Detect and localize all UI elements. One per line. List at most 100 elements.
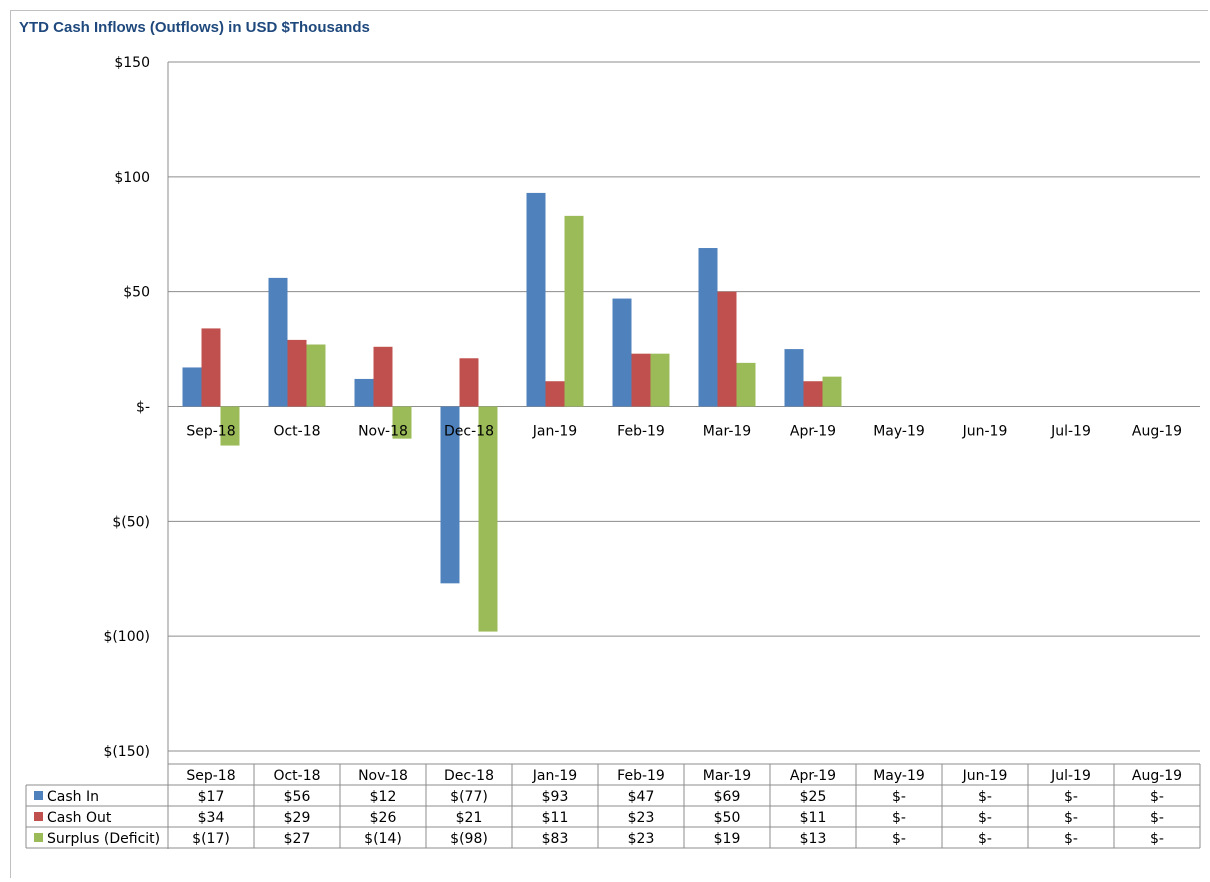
table-header-cell: May-19 [873,768,925,784]
table-value-cell: $- [978,810,992,826]
table-value-cell: $23 [628,831,655,847]
table-value-cell: $47 [628,789,655,805]
table-header-cell: Jan-19 [532,768,577,784]
table-value-cell: $21 [456,810,483,826]
table-value-cell: $- [1150,810,1164,826]
bar [459,358,479,407]
bar [822,376,842,407]
x-category-label: Nov-18 [358,424,408,440]
table-value-cell: $- [1064,831,1078,847]
table-value-cell: $56 [284,789,311,805]
bar [564,215,584,407]
table-value-cell: $- [892,789,906,805]
table-value-cell: $19 [714,831,741,847]
bar [698,248,718,407]
legend-key [34,791,43,800]
table-value-cell: $69 [714,789,741,805]
table-header-cell: Dec-18 [444,768,494,784]
x-category-label: Jan-19 [532,424,577,440]
table-value-cell: $50 [714,810,741,826]
table-value-cell: $25 [800,789,827,805]
bar [392,406,412,439]
bar [526,192,546,407]
table-header-cell: Jun-19 [962,768,1008,784]
bar [201,328,221,407]
table-value-cell: $(77) [450,789,488,805]
x-category-label: Oct-18 [273,424,320,440]
table-value-cell: $12 [370,789,397,805]
table-value-cell: $- [1150,789,1164,805]
x-category-label: Aug-19 [1132,424,1182,440]
y-tick-label: $(50) [112,514,150,530]
y-tick-label: $150 [114,55,150,71]
table-value-cell: $- [892,831,906,847]
bar [440,406,460,584]
bar [268,277,288,407]
x-category-label: May-19 [873,424,925,440]
x-category-label: Dec-18 [444,424,494,440]
bar [612,298,632,407]
bar [736,362,756,407]
legend-key [34,812,43,821]
legend-label: Cash In [47,789,99,805]
table-value-cell: $- [1064,789,1078,805]
x-category-label: Sep-18 [186,424,235,440]
bar [373,346,393,407]
bar [717,291,737,407]
table-value-cell: $23 [628,810,655,826]
table-value-cell: $- [1064,810,1078,826]
bar [306,344,326,407]
y-tick-label: $- [136,400,150,416]
table-value-cell: $- [978,789,992,805]
y-tick-label: $50 [123,285,150,301]
y-tick-label: $(150) [103,744,150,760]
table-header-cell: Sep-18 [186,768,235,784]
table-value-cell: $27 [284,831,311,847]
legend-key [34,833,43,842]
y-tick-label: $100 [114,170,150,186]
table-value-cell: $(17) [192,831,230,847]
bar [354,378,374,407]
legend-label: Cash Out [47,810,112,826]
table-header-cell: Mar-19 [703,768,751,784]
table-value-cell: $17 [198,789,225,805]
table-value-cell: $83 [542,831,569,847]
table-value-cell: $13 [800,831,827,847]
x-category-label: Jun-19 [962,424,1008,440]
bar [287,339,307,407]
bar [182,367,202,407]
bar [220,406,240,446]
bar [545,381,565,407]
table-value-cell: $- [892,810,906,826]
table-value-cell: $34 [198,810,225,826]
x-category-label: Mar-19 [703,424,751,440]
table-value-cell: $11 [542,810,569,826]
table-value-cell: $29 [284,810,311,826]
chart-title: YTD Cash Inflows (Outflows) in USD $Thou… [19,19,370,36]
bar [478,406,498,632]
table-value-cell: $- [1150,831,1164,847]
table-header-cell: Oct-18 [273,768,320,784]
table-header-cell: Nov-18 [358,768,408,784]
x-category-label: Jul-19 [1050,424,1091,440]
bar [631,353,651,407]
legend-label: Surplus (Deficit) [47,831,160,847]
table-header-cell: Apr-19 [790,768,836,784]
table-value-cell: $(98) [450,831,488,847]
chart-frame [10,10,1208,878]
bar [803,381,823,407]
table-header-cell: Feb-19 [617,768,665,784]
table-header-cell: Jul-19 [1050,768,1091,784]
bar [784,349,804,407]
table-value-cell: $26 [370,810,397,826]
table-value-cell: $11 [800,810,827,826]
x-category-label: Apr-19 [790,424,836,440]
y-tick-label: $(100) [103,629,150,645]
x-category-label: Feb-19 [617,424,665,440]
table-value-cell: $93 [542,789,569,805]
table-value-cell: $(14) [364,831,402,847]
table-header-cell: Aug-19 [1132,768,1182,784]
bar [650,353,670,407]
table-value-cell: $- [978,831,992,847]
